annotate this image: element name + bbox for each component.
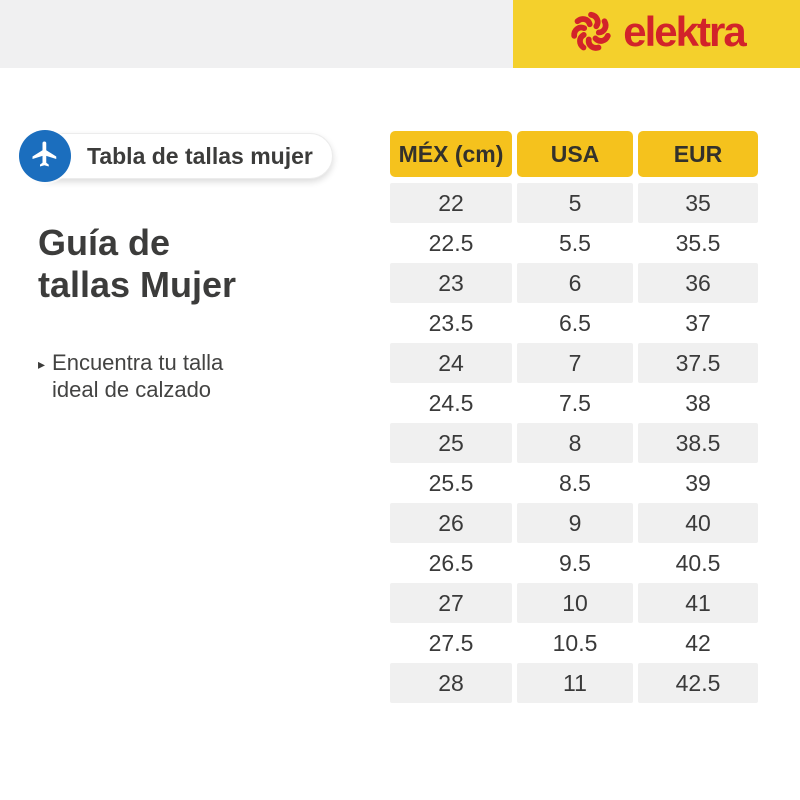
airplane-icon (30, 139, 60, 174)
size-cell: 8 (517, 423, 633, 463)
size-cell: 38 (685, 389, 711, 416)
table-row: 26 9 40 (390, 503, 758, 543)
size-cell: 24 (390, 343, 512, 383)
badge-circle (19, 130, 71, 182)
size-cell: 11 (517, 663, 633, 703)
brand-wordmark: elektra (623, 8, 746, 55)
table-row: 23.5 6.5 37 (390, 303, 758, 343)
table-row: 25.5 8.5 39 (390, 463, 758, 503)
size-cell: 10 (517, 583, 633, 623)
size-table: MÉX (cm) USA EUR 22 5 35 22.5 5.5 35.5 23 6 36 23… (390, 131, 758, 703)
column-header-eur: EUR (638, 131, 758, 177)
size-cell: 7 (517, 343, 633, 383)
badge-pill: Tabla de tallas mujer (28, 133, 333, 179)
topbar: elektra (0, 0, 800, 68)
page-title: Guía de tallas Mujer (38, 222, 236, 306)
size-cell: 9 (517, 503, 633, 543)
table-row: 22.5 5.5 35.5 (390, 223, 758, 263)
size-cell: 41 (638, 583, 758, 623)
size-cell: 40 (638, 503, 758, 543)
table-row: 27.5 10.5 42 (390, 623, 758, 663)
size-cell: 35.5 (675, 229, 721, 256)
triangle-bullet-icon: ▸ (38, 356, 46, 372)
column-header-mex: MÉX (cm) (390, 131, 512, 177)
size-cell: 26 (390, 503, 512, 543)
column-header-usa: USA (517, 131, 633, 177)
size-cell: 42.5 (638, 663, 758, 703)
table-row: 28 11 42.5 (390, 663, 758, 703)
size-cell: 23.5 (428, 309, 474, 336)
table-row: 25 8 38.5 (390, 423, 758, 463)
size-cell: 22 (390, 183, 512, 223)
bullet-note: ▸ Encuentra tu talla ideal de calzado (38, 350, 252, 404)
size-cell: 25 (390, 423, 512, 463)
size-cell: 23 (390, 263, 512, 303)
size-cell: 26.5 (428, 549, 474, 576)
size-cell: 42 (685, 629, 711, 656)
size-cell: 5 (517, 183, 633, 223)
size-cell: 28 (390, 663, 512, 703)
size-cell: 7.5 (559, 389, 591, 416)
size-cell: 5.5 (559, 229, 591, 256)
table-row: 23 6 36 (390, 263, 758, 303)
table-row: 24.5 7.5 38 (390, 383, 758, 423)
size-cell: 27.5 (428, 629, 474, 656)
size-cell: 35 (638, 183, 758, 223)
size-cell: 6.5 (559, 309, 591, 336)
size-table-header: MÉX (cm) USA EUR (390, 131, 758, 177)
size-cell: 10.5 (552, 629, 598, 656)
size-cell: 24.5 (428, 389, 474, 416)
size-cell: 22.5 (428, 229, 474, 256)
bullet-text: Encuentra tu talla ideal de calzado (52, 350, 224, 402)
elektra-pinwheel-icon (568, 9, 614, 60)
size-cell: 8.5 (559, 469, 591, 496)
badge-label: Tabla de tallas mujer (87, 142, 313, 169)
page-title-line1: Guía de (38, 222, 171, 263)
size-cell: 37.5 (638, 343, 758, 383)
page-title-line2: tallas Mujer (38, 264, 237, 306)
size-cell: 9.5 (559, 549, 591, 576)
size-chart-badge: Tabla de tallas mujer (19, 130, 335, 182)
size-cell: 39 (685, 469, 711, 496)
size-cell: 38.5 (638, 423, 758, 463)
topbar-brand-segment: elektra (513, 0, 800, 68)
size-cell: 36 (638, 263, 758, 303)
table-row: 26.5 9.5 40.5 (390, 543, 758, 583)
size-cell: 37 (685, 309, 711, 336)
size-cell: 25.5 (428, 469, 474, 496)
size-cell: 27 (390, 583, 512, 623)
size-table-rows: 22 5 35 22.5 5.5 35.5 23 6 36 23.5 6.5 37 24 7 37.5 24.… (390, 183, 758, 703)
topbar-gray-segment (0, 0, 513, 68)
size-cell: 6 (517, 263, 633, 303)
table-row: 27 10 41 (390, 583, 758, 623)
table-row: 24 7 37.5 (390, 343, 758, 383)
table-row: 22 5 35 (390, 183, 758, 223)
size-cell: 40.5 (675, 549, 721, 576)
